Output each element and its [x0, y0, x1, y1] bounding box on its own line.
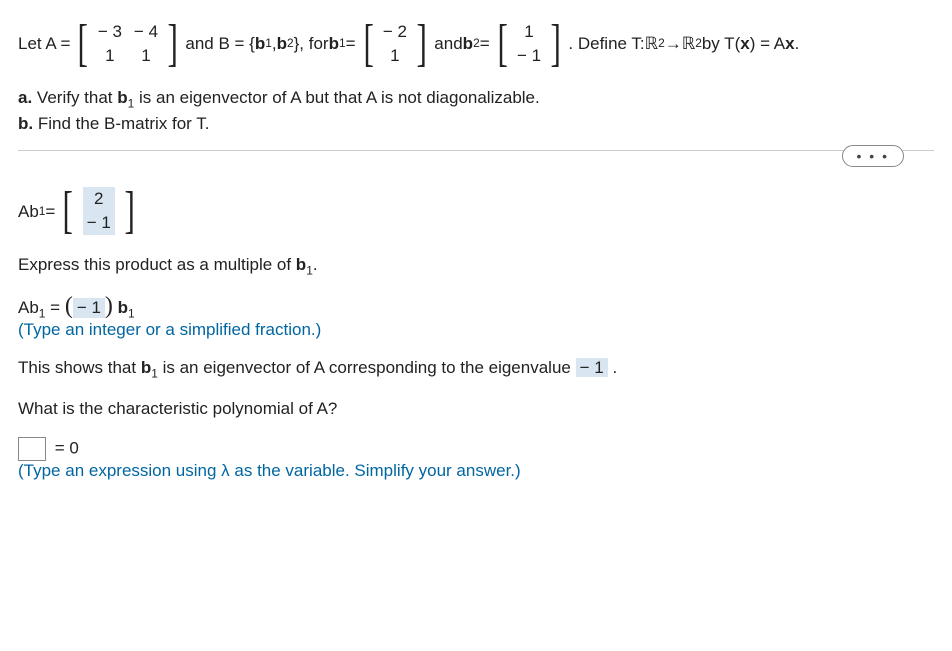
step3-b1: b: [118, 298, 128, 317]
left-bracket-icon: [: [78, 18, 88, 70]
step3-Ab1-sub: 1: [39, 306, 46, 320]
sup2-a: 2: [658, 34, 665, 53]
close-B-for: }, for: [294, 30, 329, 57]
b2-label-2: b: [463, 30, 473, 57]
Ab1-label: Ab: [18, 198, 39, 225]
Ab1-scalar-line: Ab1 = ( − 1 ) b1: [18, 296, 934, 320]
by-T2: ) = A: [750, 30, 785, 57]
char-poly-question: What is the characteristic polynomial of…: [18, 399, 934, 419]
Ab1-sub: 1: [39, 202, 46, 221]
R2-a: ℝ: [645, 30, 658, 57]
x-bold: x: [740, 30, 749, 57]
step4-period: .: [612, 358, 617, 377]
A-r1c2: − 4: [134, 20, 158, 44]
A-r2c1: 1: [98, 44, 122, 68]
char-poly-input-line: = 0: [18, 437, 934, 461]
step2-text1: Express this product as a multiple of: [18, 255, 296, 274]
and-b2-text: and: [434, 30, 462, 57]
Ab1-r2-answer: − 1: [83, 211, 115, 235]
Ab1-r1-answer: 2: [83, 187, 115, 211]
problem-statement: Let A = [ − 3 1 − 4 1 ] and B = { b1 , b…: [18, 18, 934, 70]
Ab1-eq: =: [45, 198, 55, 225]
parts-block: a. Verify that b1 is an eigenvector of A…: [18, 88, 934, 134]
b1-sub: 1: [265, 34, 272, 53]
scalar-answer: − 1: [73, 298, 105, 318]
A-r2c2: 1: [134, 44, 158, 68]
vector-b2: [ 1 − 1 ]: [494, 18, 565, 70]
left-bracket-icon: [: [63, 185, 73, 237]
step4-text2: is an eigenvector of A corresponding to …: [163, 358, 576, 377]
right-paren-icon: ): [105, 296, 113, 316]
vector-b1: [ − 2 1 ]: [360, 18, 431, 70]
step3-b1-sub: 1: [128, 306, 135, 320]
left-bracket-icon: [: [497, 18, 507, 70]
b2-r1: 1: [517, 20, 541, 44]
b2-eq: =: [480, 30, 490, 57]
R2-b: ℝ: [682, 30, 695, 57]
step2-period: .: [313, 255, 318, 274]
b2-label: b: [277, 30, 287, 57]
sup2-b: 2: [695, 34, 702, 53]
step3-eq: =: [50, 298, 65, 317]
left-paren-icon: (: [65, 296, 73, 316]
define-T: . Define T:: [568, 30, 644, 57]
step-Ab1-vector: Ab1 = [ 2 − 1 ]: [18, 185, 934, 237]
part-a-label: a.: [18, 88, 32, 107]
right-bracket-icon: ]: [124, 185, 134, 237]
b2-sub-2: 2: [473, 34, 480, 53]
b1-eq: =: [346, 30, 356, 57]
step4-b1-sub: 1: [151, 367, 158, 381]
step4-b1: b: [141, 358, 151, 377]
part-a-text1: Verify that: [37, 88, 117, 107]
eq-zero: = 0: [55, 438, 79, 457]
eigenvalue-answer: − 1: [576, 358, 608, 377]
part-a-b1: b: [117, 88, 127, 107]
part-b-label: b.: [18, 114, 33, 133]
step2-b1-sub: 1: [306, 264, 313, 278]
right-bracket-icon: ]: [551, 18, 561, 70]
let-a-text: Let A =: [18, 30, 70, 57]
right-bracket-icon: ]: [167, 18, 177, 70]
part-b-text: Find the B-matrix for T.: [38, 114, 210, 133]
hint-2: (Type an expression using λ as the varia…: [18, 461, 934, 481]
and-B-text: and B = {: [185, 30, 254, 57]
by-T: by T(: [702, 30, 740, 57]
part-a-b1-sub: 1: [128, 96, 135, 110]
matrix-A: [ − 3 1 − 4 1 ]: [74, 18, 181, 70]
part-a-text2: is an eigenvector of A but that A is not…: [139, 88, 540, 107]
b2-sub: 2: [287, 34, 294, 53]
step4-text1: This shows that: [18, 358, 141, 377]
b1-label-2: b: [329, 30, 339, 57]
b1-r1: − 2: [383, 20, 407, 44]
char-poly-input[interactable]: [18, 437, 46, 461]
more-options-button[interactable]: • • •: [842, 145, 904, 167]
A-r1c1: − 3: [98, 20, 122, 44]
hint-1: (Type an integer or a simplified fractio…: [18, 320, 934, 340]
b1-sub-2: 1: [339, 34, 346, 53]
right-bracket-icon: ]: [416, 18, 426, 70]
b2-r2: − 1: [517, 44, 541, 68]
period: .: [795, 30, 800, 57]
b1-r2: 1: [383, 44, 407, 68]
eigenvalue-statement: This shows that b1 is an eigenvector of …: [18, 358, 934, 380]
x-bold2: x: [785, 30, 794, 57]
left-bracket-icon: [: [363, 18, 373, 70]
step3-Ab1: Ab: [18, 298, 39, 317]
express-multiple-text: Express this product as a multiple of b1…: [18, 255, 934, 277]
b1-label: b: [255, 30, 265, 57]
Ab1-result-vector: [ 2 − 1 ]: [59, 185, 138, 237]
arrow: →: [665, 30, 682, 57]
step2-b1: b: [296, 255, 306, 274]
